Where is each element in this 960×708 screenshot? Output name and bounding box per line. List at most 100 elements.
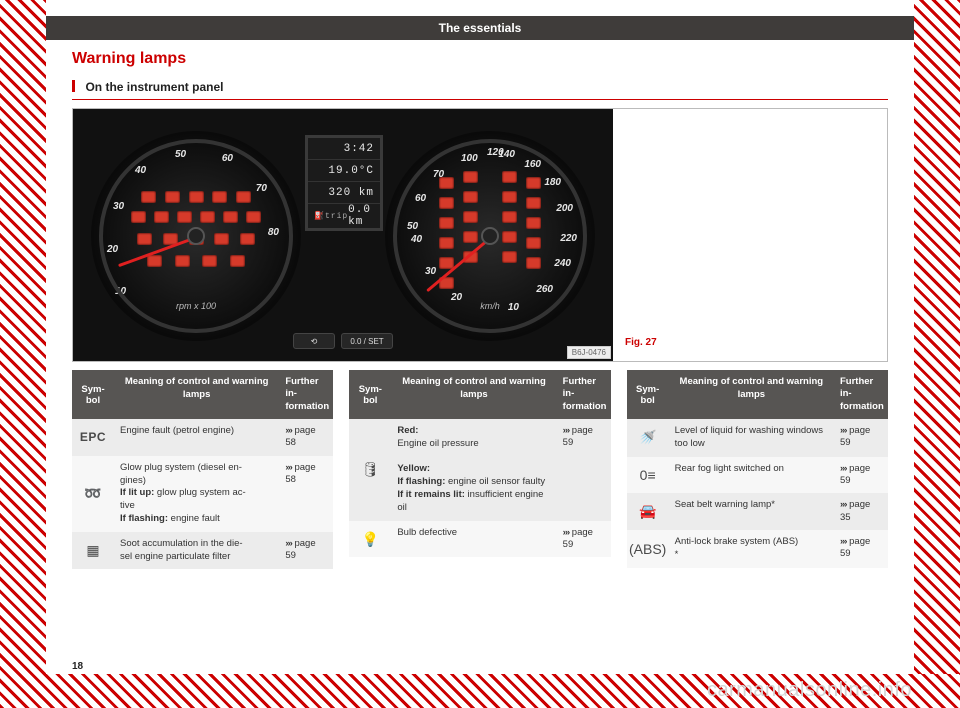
th-info: Further in-formation	[557, 370, 611, 419]
cell-symbol: (ABS)	[627, 530, 669, 568]
table-row: EPCEngine fault (petrol engine)››› page5…	[72, 419, 333, 456]
th-meaning: Meaning of control and warning lamps	[114, 370, 279, 419]
table-row: ▦Soot accumulation in the die-sel engine…	[72, 532, 333, 570]
page-number: 18	[72, 661, 83, 672]
tach-hub	[187, 227, 205, 245]
table-row: 🚘Seat belt warning lamp*››› page35	[627, 493, 888, 530]
spd-180: 180	[544, 177, 561, 188]
cell-meaning: Rear fog light switched on	[669, 457, 834, 494]
page-ref-chevron: ›››	[285, 462, 292, 473]
spd-260: 260	[536, 284, 553, 295]
tach-warning-row-2	[131, 211, 261, 223]
subheading-row: On the instrument panel	[72, 78, 888, 100]
spd-10: 10	[508, 302, 519, 313]
cluster-buttons: ⟲ 0.0 / SET	[293, 333, 393, 349]
warning-lamp-icon: 🚘	[639, 503, 656, 520]
cell-meaning: Red:Engine oil pressureYellow:If flashin…	[391, 419, 556, 521]
cell-meaning: Level of liquid for washing windows too …	[669, 419, 834, 457]
tach-50: 50	[175, 149, 186, 160]
spd-warning-col-4	[526, 177, 541, 269]
spd-unit: km/h	[385, 301, 595, 311]
warning-lamp-icon: 0≡	[640, 467, 656, 483]
table-col-1: Sym-bolMeaning of control and warning la…	[72, 370, 333, 569]
cell-symbol: 💡	[349, 521, 391, 558]
tach-40: 40	[135, 165, 146, 176]
cell-symbol: 🚿	[627, 419, 669, 457]
lcd-fuel-icon: ⛽	[314, 211, 325, 221]
table-row: (ABS)Anti-lock brake system (ABS)*››› pa…	[627, 530, 888, 568]
spd-240: 240	[554, 258, 571, 269]
cell-meaning: Anti-lock brake system (ABS)*	[669, 530, 834, 568]
table-col-2: Sym-bolMeaning of control and warning la…	[349, 370, 610, 569]
tach-60: 60	[222, 153, 233, 164]
warning-lamp-icon: 🚿	[639, 429, 656, 446]
spd-60: 60	[415, 193, 426, 204]
tach-10: 10	[115, 286, 126, 297]
page-ref-chevron: ›››	[840, 425, 847, 436]
th-symbol: Sym-bol	[627, 370, 669, 419]
page-ref-chevron: ›››	[563, 425, 570, 436]
page-hatch-right	[914, 0, 960, 708]
set-button[interactable]: 0.0 / SET	[341, 333, 393, 349]
page-hatch-left	[0, 0, 46, 708]
tach-70: 70	[256, 183, 267, 194]
page-ref-chevron: ›››	[285, 425, 292, 436]
cell-meaning: Bulb defective	[391, 521, 556, 558]
table-row: ➿ Glow plug system (diesel en-gines)If li…	[72, 456, 333, 532]
th-meaning: Meaning of control and warning lamps	[391, 370, 556, 419]
page-content: The essentials Warning lamps On the inst…	[46, 0, 914, 674]
spd-120: 120	[487, 147, 504, 158]
table-row: 💡Bulb defective››› page59	[349, 521, 610, 558]
tach-80: 80	[268, 227, 279, 238]
warning-lamp-icon: ➿	[84, 485, 101, 502]
tach-needle	[118, 237, 194, 267]
table-col-3: Sym-bolMeaning of control and warning la…	[627, 370, 888, 569]
table-row: 0≡Rear fog light switched on››› page59	[627, 457, 888, 494]
reset-button[interactable]: ⟲	[293, 333, 335, 349]
epc-icon: EPC	[80, 430, 106, 444]
center-display: 3:42 19.0°C 320 km ⛽ trip 0.0 km	[305, 135, 383, 231]
spd-20: 20	[451, 292, 462, 303]
cell-symbol: ▦	[72, 532, 114, 570]
warning-lamp-icon: 🛢	[361, 461, 379, 478]
table-row: 🛢 Red:Engine oil pressureYellow:If flashi…	[349, 419, 610, 521]
th-symbol: Sym-bol	[349, 370, 391, 419]
warning-lamp-tables: Sym-bolMeaning of control and warning la…	[72, 370, 888, 569]
figure-caption: Fig. 27	[625, 337, 657, 348]
cell-info: ››› page59	[279, 532, 333, 570]
th-info: Further in-formation	[834, 370, 888, 419]
spd-warning-col-3	[502, 171, 517, 263]
page-ref-chevron: ›››	[840, 536, 847, 547]
lcd-trip-label: trip	[325, 212, 348, 221]
cell-info: ››› page59	[557, 419, 611, 521]
th-symbol: Sym-bol	[72, 370, 114, 419]
th-meaning: Meaning of control and warning lamps	[669, 370, 834, 419]
subheading: On the instrument panel	[85, 80, 223, 94]
lcd-temp: 19.0°C	[308, 160, 380, 182]
spd-40: 40	[411, 234, 422, 245]
spd-hub	[481, 227, 499, 245]
speedometer-dial: 10 20 30 40 50 60 70 100 120 140 160 180…	[385, 131, 595, 341]
tachometer-dial: 10 20 30 40 50 60 70 80 rpm x 100	[91, 131, 301, 341]
section-banner: The essentials	[46, 16, 914, 40]
cell-meaning: Glow plug system (diesel en-gines)If lit…	[114, 456, 279, 532]
page-title: Warning lamps	[72, 50, 888, 68]
spd-220: 220	[560, 233, 577, 244]
tach-warning-row-4	[147, 255, 245, 267]
cell-info: ››› page58	[279, 456, 333, 532]
th-info: Further in-formation	[279, 370, 333, 419]
cell-info: ››› page59	[834, 530, 888, 568]
tach-unit: rpm x 100	[91, 301, 301, 311]
spd-warning-col-2	[463, 171, 478, 263]
cell-symbol: EPC	[72, 419, 114, 456]
image-reference-code: B6J-0476	[567, 346, 611, 359]
page-ref-chevron: ›››	[840, 463, 847, 474]
cell-info: ››› page59	[557, 521, 611, 558]
cell-symbol: ➿	[72, 456, 114, 532]
warning-lamp-icon: ▦	[86, 542, 99, 559]
page-ref-chevron: ›››	[285, 538, 292, 549]
cell-info: ››› page59	[834, 419, 888, 457]
spd-100: 100	[461, 153, 478, 164]
instrument-cluster: 10 20 30 40 50 60 70 80 rpm x 100	[73, 109, 613, 361]
subheading-accent	[72, 80, 75, 92]
